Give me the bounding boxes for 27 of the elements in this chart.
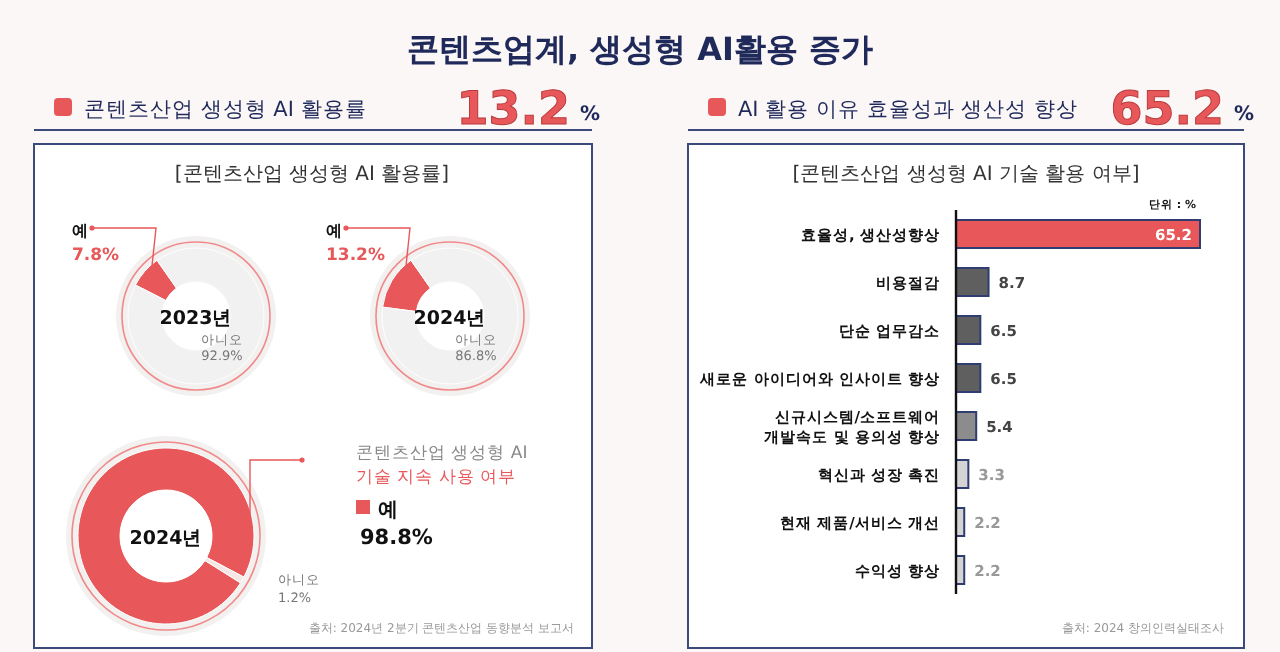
donut-slice (381, 247, 519, 385)
bar (955, 267, 990, 297)
bar (955, 363, 982, 393)
text: 기술 지속 사용 여부 (356, 468, 517, 488)
text: 콘텐츠업계, 생성형 AI활용 증가 (406, 30, 874, 68)
slice-label: 예 (72, 222, 88, 240)
slice-label: 예 (326, 222, 342, 240)
bar (955, 411, 978, 441)
bar (955, 315, 982, 345)
data-label: 7.8% (72, 246, 121, 266)
text: AI 활용 이유 효율성과 생산성 향상 (738, 98, 1078, 122)
text: 2023년 (159, 308, 233, 330)
data-label: 13.2% (326, 246, 386, 266)
text: 13.2 (456, 84, 570, 136)
text: 2024년 (413, 308, 487, 330)
chart-title: 콘텐츠산업 생성형 AI (356, 444, 528, 464)
text: [콘텐츠산업 생성형 AI 활용률] (174, 164, 450, 186)
text: % (1234, 104, 1255, 126)
chart-title: [콘텐츠산업 생성형 AI 기술 활용 여부] (792, 164, 1140, 186)
bar (955, 219, 1201, 249)
text: 2024년 (129, 528, 203, 550)
donut-slice (127, 247, 265, 385)
text: 콘텐츠산업 생성형 AI 활용률 (84, 98, 367, 122)
legend-label: 예 (378, 500, 398, 522)
data-label: 98.8% (360, 526, 434, 550)
text: % (580, 104, 601, 126)
text: 65.2 (1110, 84, 1224, 136)
